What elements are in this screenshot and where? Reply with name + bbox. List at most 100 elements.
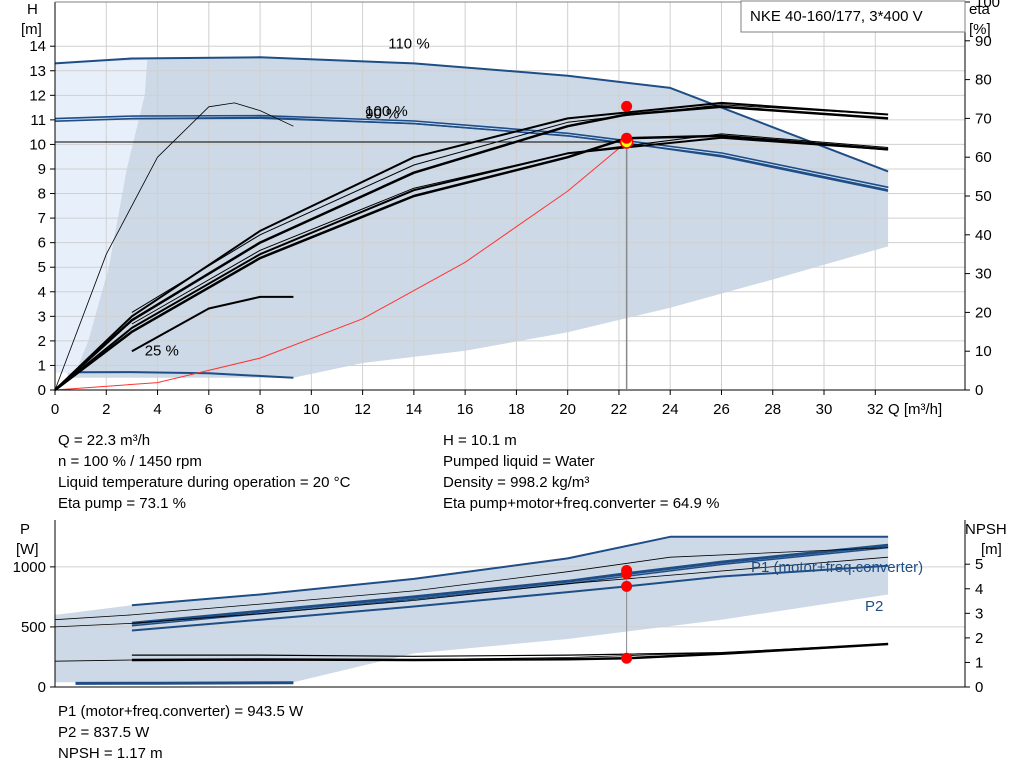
- chart-title: NKE 40-160/177, 3*400 V: [750, 8, 923, 25]
- tick-label-x: 20: [559, 401, 576, 418]
- tick-label-right: 0: [975, 382, 983, 399]
- tick-label-right: 20: [975, 304, 992, 321]
- reading-temperature: Liquid temperature during operation = 20…: [58, 474, 351, 491]
- tick-label-right: 70: [975, 110, 992, 127]
- tick-label-x: 12: [354, 401, 371, 418]
- reading-liquid: Pumped liquid = Water: [443, 453, 595, 470]
- tick-label-right: 2: [975, 630, 983, 647]
- curve-eta_25: [131, 295, 294, 353]
- tick-label-right: 30: [975, 266, 992, 283]
- tick-label-left: 13: [29, 63, 46, 80]
- eta-total-marker: [621, 132, 633, 144]
- curve-h110: [54, 56, 889, 173]
- tick-label-left: 5: [38, 259, 46, 276]
- tick-label-right: 60: [975, 149, 992, 166]
- curve-eta_total_thin: [54, 136, 889, 391]
- tick-label-right: 3: [975, 605, 983, 622]
- ylabel-power-unit: [W]: [16, 541, 39, 558]
- tick-label-left: 0: [38, 382, 46, 399]
- tick-label-right: 0: [975, 679, 983, 696]
- tick-label-left: 1: [38, 357, 46, 374]
- tick-label-x: 16: [457, 401, 474, 418]
- curve-eta_thin_25: [54, 102, 294, 391]
- npsh-marker: [621, 652, 633, 664]
- curve-p_thin_upper: [54, 547, 889, 621]
- p2-curve-label: P2: [865, 598, 883, 615]
- tick-label-x: 2: [102, 401, 110, 418]
- tick-label-right: 5: [975, 556, 983, 573]
- curve-eta_pump_outer: [54, 101, 889, 391]
- p1-curve-label: P1 (motor+freq.converter): [751, 559, 923, 576]
- ylabel-right: eta: [969, 1, 991, 18]
- ylabel-left-unit: [m]: [21, 21, 42, 38]
- eta-pump-marker: [621, 100, 633, 112]
- curve-label: 25 %: [145, 343, 179, 360]
- tick-label-x: 30: [816, 401, 833, 418]
- tick-label-x: 18: [508, 401, 525, 418]
- power-chart: 0 500 1000 0 1 2 3 4 5 P1 (motor+freq.converter) P…: [13, 520, 1007, 696]
- curve-label: 110 %: [388, 36, 429, 53]
- p2-marker: [621, 580, 633, 592]
- tick-label-right: 1: [975, 654, 983, 671]
- tick-label-left: 2: [38, 333, 46, 350]
- tick-label-x: 4: [153, 401, 161, 418]
- tick-label-x: 14: [406, 401, 423, 418]
- head-readings-left: Q = 22.3 m³/h n = 100 % / 1450 rpm Liqui…: [58, 430, 350, 514]
- tick-label-left: 3: [38, 308, 46, 325]
- ylabel-npsh-unit: [m]: [981, 541, 1002, 558]
- tick-label-left: 500: [21, 619, 46, 636]
- xlabel: Q [m³/h]: [888, 401, 942, 418]
- light-area: [55, 59, 148, 373]
- tick-label-right: 90: [975, 33, 992, 50]
- curve-p_25: [75, 681, 294, 685]
- power-readings: P1 (motor+freq.converter) = 943.5 W P2 =…: [58, 701, 303, 764]
- tick-label-x: 28: [764, 401, 781, 418]
- tick-label-left: 1000: [13, 559, 46, 576]
- tick-label-left: 11: [30, 112, 46, 129]
- tick-label-left: 10: [29, 136, 46, 153]
- ylabel-right-unit: [%]: [969, 21, 991, 38]
- curve-h100-core: [54, 116, 889, 190]
- ylabel-npsh: NPSH: [965, 521, 1007, 538]
- head-chart: 0123456789101112131401020304050607080901…: [21, 0, 1000, 418]
- head-readings-right: H = 10.1 m Pumped liquid = Water Density…: [443, 430, 719, 514]
- reading-head: H = 10.1 m: [443, 432, 517, 449]
- tick-label-x: 22: [611, 401, 628, 418]
- tick-label-left: 9: [38, 161, 46, 178]
- curve-eta_pump_100: [54, 105, 889, 391]
- reading-density: Density = 998.2 kg/m³: [443, 474, 590, 491]
- reading-p1: P1 (motor+freq.converter) = 943.5 W: [58, 703, 304, 720]
- curve-system_curve: [54, 141, 627, 391]
- ylabel-power: P: [20, 521, 30, 538]
- curve-label: 90 %: [365, 106, 399, 123]
- curve-label: 100 %: [365, 103, 408, 120]
- curve-eta_pump_90: [131, 104, 889, 313]
- curve-npsh_upper: [131, 643, 889, 657]
- tick-label-right: 100: [975, 0, 1000, 11]
- tick-label-x: 0: [51, 401, 59, 418]
- tick-label-right: 50: [975, 188, 992, 205]
- tick-label-x: 10: [303, 401, 320, 418]
- reading-flow: Q = 22.3 m³/h: [58, 432, 151, 449]
- curve-h25: [75, 371, 294, 379]
- curve-p1_110: [131, 535, 889, 607]
- tick-label-left: 8: [38, 186, 46, 203]
- curve-p_thin_lower: [54, 556, 889, 628]
- tick-label-x: 6: [205, 401, 213, 418]
- tick-label-right: 4: [975, 581, 983, 598]
- ylabel-left: H: [27, 1, 38, 18]
- tick-label-left: 4: [38, 284, 46, 301]
- p1-marker: [621, 568, 633, 580]
- curve-p2_100: [131, 564, 889, 632]
- curve-p1_100: [131, 543, 889, 625]
- tick-label-x: 24: [662, 401, 679, 418]
- tick-label-x: 32: [867, 401, 884, 418]
- tick-label-left: 12: [29, 87, 46, 104]
- tick-label-x: 8: [256, 401, 264, 418]
- reading-eta-pump: Eta pump = 73.1 %: [58, 495, 186, 512]
- tick-label-left: 6: [38, 235, 46, 252]
- reading-p2: P2 = 837.5 W: [58, 724, 150, 741]
- reading-npsh: NPSH = 1.17 m: [58, 745, 163, 762]
- tick-label-right: 10: [975, 343, 992, 360]
